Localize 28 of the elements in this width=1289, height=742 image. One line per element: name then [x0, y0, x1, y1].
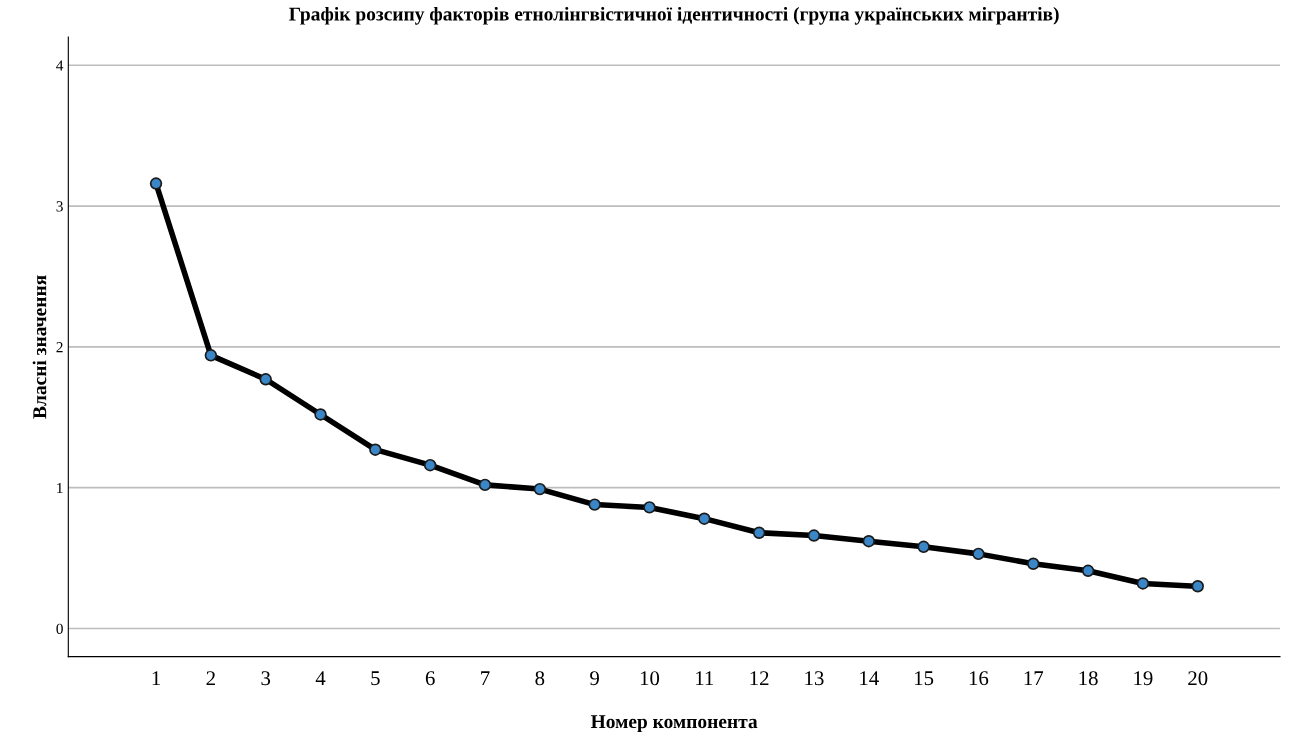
y-tick-label: 0	[56, 623, 63, 634]
x-tick-label: 13	[805, 671, 824, 686]
y-tick-label: 1	[57, 482, 63, 493]
x-tick-label: 10	[640, 671, 660, 686]
x-tick-label: 19	[1134, 671, 1153, 686]
chart-title: Графік розсипу факторів етнолінгвістичної ідентичності (група українських мігрантів)	[289, 6, 1059, 25]
x-tick-label: 14	[860, 671, 879, 686]
y-tick-label: 4	[56, 60, 64, 71]
x-tick-label: 16	[969, 671, 989, 686]
x-tick-label: 15	[915, 671, 934, 686]
x-tick-label: 18	[1079, 671, 1098, 686]
x-axis-title: Номер компонента	[590, 715, 758, 733]
x-tick-label: 5	[371, 671, 380, 686]
x-tick-label: 9	[590, 671, 599, 686]
x-tick-label: 4	[315, 671, 326, 686]
y-tick-label: 3	[56, 201, 63, 212]
y-axis-title: Власні значення	[32, 275, 47, 419]
x-tick-label: 7	[481, 671, 490, 686]
x-tick-label: 2	[206, 671, 215, 686]
x-tick-label: 8	[535, 671, 545, 686]
x-tick-label: 6	[425, 671, 435, 686]
x-tick-label: 11	[696, 671, 714, 686]
y-tick-label: 2	[56, 342, 63, 353]
x-tick-label: 20	[1188, 671, 1208, 686]
x-tick-label: 17	[1024, 671, 1044, 686]
x-tick-label: 1	[152, 671, 160, 686]
x-tick-label: 3	[261, 671, 271, 686]
x-tick-label: 12	[750, 671, 769, 686]
